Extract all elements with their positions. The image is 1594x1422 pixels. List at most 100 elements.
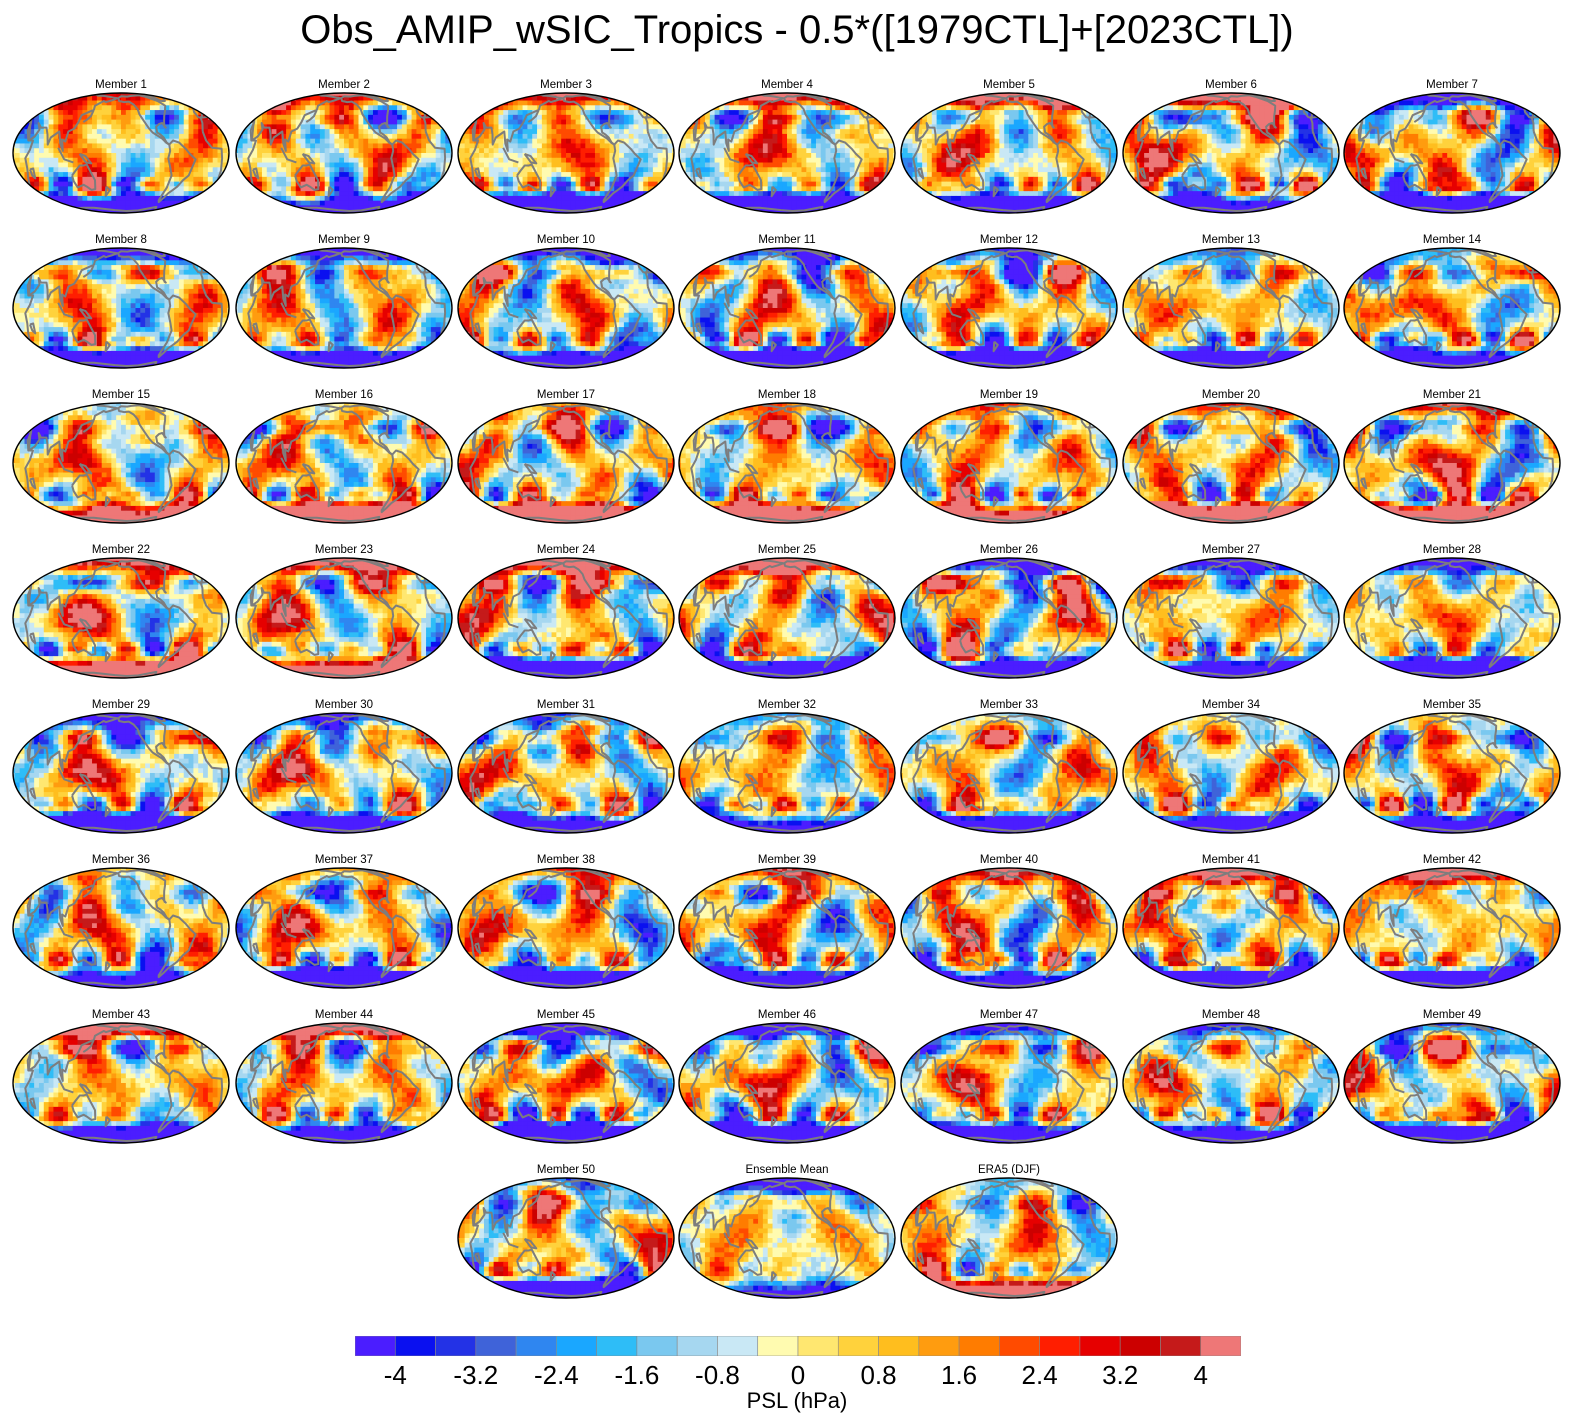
psl-map bbox=[1341, 245, 1563, 373]
psl-map bbox=[1341, 555, 1563, 683]
psl-field bbox=[10, 401, 232, 525]
psl-map bbox=[1120, 1020, 1342, 1148]
psl-field bbox=[455, 91, 677, 215]
psl-field bbox=[1341, 401, 1563, 525]
map-panel: Member 41 bbox=[1120, 853, 1342, 1005]
map-panel: Member 10 bbox=[455, 233, 677, 385]
psl-map bbox=[10, 865, 232, 993]
map-panel: Member 8 bbox=[10, 233, 232, 385]
map-panel: Member 30 bbox=[233, 698, 455, 850]
colorbar-swatch bbox=[637, 1336, 677, 1356]
colorbar-swatch bbox=[476, 1336, 516, 1356]
colorbar-tick-label: -0.8 bbox=[695, 1360, 740, 1391]
map-panel: Member 37 bbox=[233, 853, 455, 1005]
colorbar-tick-label: -2.4 bbox=[534, 1360, 579, 1391]
psl-map bbox=[455, 245, 677, 373]
psl-map bbox=[898, 710, 1120, 838]
psl-map bbox=[10, 710, 232, 838]
psl-field bbox=[233, 1021, 455, 1145]
psl-field bbox=[676, 1021, 898, 1145]
psl-map bbox=[676, 1020, 898, 1148]
map-panel: Member 3 bbox=[455, 78, 677, 230]
psl-map bbox=[898, 245, 1120, 373]
map-panel: Member 4 bbox=[676, 78, 898, 230]
map-panel: Member 22 bbox=[10, 543, 232, 695]
map-panel: Member 2 bbox=[233, 78, 455, 230]
psl-map bbox=[1120, 865, 1342, 993]
psl-field bbox=[455, 401, 677, 525]
psl-field bbox=[455, 1176, 677, 1300]
psl-map bbox=[233, 710, 455, 838]
psl-map bbox=[233, 400, 455, 528]
psl-field bbox=[455, 1021, 677, 1145]
psl-map bbox=[455, 1175, 677, 1303]
psl-map bbox=[676, 400, 898, 528]
psl-map bbox=[455, 555, 677, 683]
colorbar-swatch bbox=[838, 1336, 878, 1356]
psl-field bbox=[676, 866, 898, 990]
psl-field bbox=[1120, 401, 1342, 525]
psl-map bbox=[10, 90, 232, 218]
psl-field bbox=[676, 1176, 898, 1300]
colorbar-tick-label: 2.4 bbox=[1022, 1360, 1058, 1391]
psl-map bbox=[233, 90, 455, 218]
map-panel: Member 14 bbox=[1341, 233, 1563, 385]
psl-map bbox=[898, 1020, 1120, 1148]
map-panel: Member 27 bbox=[1120, 543, 1342, 695]
colorbar-swatch bbox=[516, 1336, 556, 1356]
map-panel: Member 42 bbox=[1341, 853, 1563, 1005]
psl-field bbox=[10, 866, 232, 990]
psl-field bbox=[676, 556, 898, 680]
psl-field bbox=[898, 866, 1120, 990]
psl-field bbox=[233, 91, 455, 215]
map-panel: Member 17 bbox=[455, 388, 677, 540]
psl-field bbox=[455, 866, 677, 990]
colorbar-swatch bbox=[355, 1336, 395, 1356]
psl-map bbox=[10, 245, 232, 373]
colorbar-tick-label: 0 bbox=[791, 1360, 805, 1391]
psl-field bbox=[1341, 1021, 1563, 1145]
psl-field bbox=[1341, 866, 1563, 990]
map-panel: Member 9 bbox=[233, 233, 455, 385]
psl-field bbox=[1341, 556, 1563, 680]
map-panel: Member 12 bbox=[898, 233, 1120, 385]
map-panel: Member 36 bbox=[10, 853, 232, 1005]
psl-map bbox=[1120, 555, 1342, 683]
colorbar-tick-label: 4 bbox=[1193, 1360, 1207, 1391]
map-panel: Member 24 bbox=[455, 543, 677, 695]
colorbar-swatch bbox=[395, 1336, 435, 1356]
map-panel: Member 19 bbox=[898, 388, 1120, 540]
colorbar-swatch bbox=[919, 1336, 959, 1356]
psl-field bbox=[233, 866, 455, 990]
map-panel: Member 1 bbox=[10, 78, 232, 230]
map-panel: Member 29 bbox=[10, 698, 232, 850]
colorbar-swatch bbox=[1040, 1336, 1080, 1356]
psl-map bbox=[1341, 90, 1563, 218]
colorbar-tick-label: -1.6 bbox=[615, 1360, 660, 1391]
map-panel: Member 48 bbox=[1120, 1008, 1342, 1160]
map-panel: Member 50 bbox=[455, 1163, 677, 1315]
colorbar-swatch bbox=[556, 1336, 596, 1356]
psl-map bbox=[898, 90, 1120, 218]
colorbar-swatch bbox=[1080, 1336, 1120, 1356]
psl-map bbox=[1120, 90, 1342, 218]
psl-map bbox=[1120, 400, 1342, 528]
map-panels-grid: Member 1 Member 2 Member 3 Member 4 Member 5… bbox=[0, 0, 1594, 1330]
map-panel: Member 26 bbox=[898, 543, 1120, 695]
map-panel: Member 20 bbox=[1120, 388, 1342, 540]
map-panel: Member 11 bbox=[676, 233, 898, 385]
psl-map bbox=[676, 865, 898, 993]
psl-field bbox=[10, 711, 232, 835]
map-panel: Member 40 bbox=[898, 853, 1120, 1005]
psl-field bbox=[233, 401, 455, 525]
psl-map bbox=[676, 90, 898, 218]
psl-field bbox=[10, 556, 232, 680]
colorbar-tick-label: -4 bbox=[384, 1360, 407, 1391]
map-panel: Member 39 bbox=[676, 853, 898, 1005]
psl-field bbox=[455, 556, 677, 680]
map-panel: Member 34 bbox=[1120, 698, 1342, 850]
psl-map bbox=[676, 245, 898, 373]
colorbar-swatch bbox=[758, 1336, 798, 1356]
map-panel: ERA5 (DJF) bbox=[898, 1163, 1120, 1315]
psl-map bbox=[455, 865, 677, 993]
